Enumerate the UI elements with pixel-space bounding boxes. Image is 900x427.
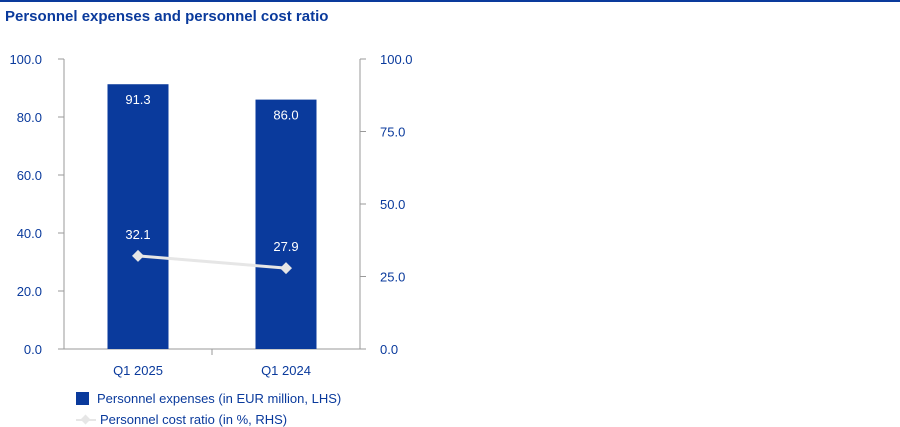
chart-title: Personnel expenses and personnel cost ra… <box>5 8 329 25</box>
title-rule <box>0 0 900 2</box>
legend-label-bar: Personnel expenses (in EUR million, LHS) <box>97 391 342 406</box>
category-label: Q1 2025 <box>113 363 163 378</box>
ratio-value-label: 32.1 <box>125 227 150 242</box>
right-tick-label: 75.0 <box>380 125 405 140</box>
legend-swatch-line <box>76 413 96 426</box>
legend-item-line: Personnel cost ratio (in %, RHS) <box>76 412 287 427</box>
legend-swatch-bar <box>76 392 89 405</box>
left-tick-label: 20.0 <box>17 284 42 299</box>
right-tick-label: 100.0 <box>380 52 413 67</box>
bar-value-label: 86.0 <box>273 108 298 123</box>
legend-label-line: Personnel cost ratio (in %, RHS) <box>100 412 288 427</box>
left-tick-label: 40.0 <box>17 226 42 241</box>
bar <box>107 84 169 349</box>
bar <box>255 99 317 349</box>
ratio-point <box>132 249 144 262</box>
legend-item-bar: Personnel expenses (in EUR million, LHS) <box>76 391 341 406</box>
left-tick-label: 80.0 <box>17 110 42 125</box>
ratio-point <box>280 262 292 275</box>
ratio-value-label: 27.9 <box>273 239 298 254</box>
bar-value-label: 91.3 <box>125 92 150 107</box>
left-tick-label: 60.0 <box>17 168 42 183</box>
right-tick-label: 0.0 <box>380 342 398 357</box>
category-label: Q1 2024 <box>261 363 311 378</box>
left-tick-label: 100.0 <box>9 52 42 67</box>
right-tick-label: 50.0 <box>380 197 405 212</box>
left-tick-label: 0.0 <box>24 342 42 357</box>
right-tick-label: 25.0 <box>380 270 405 285</box>
ratio-line <box>137 254 287 270</box>
